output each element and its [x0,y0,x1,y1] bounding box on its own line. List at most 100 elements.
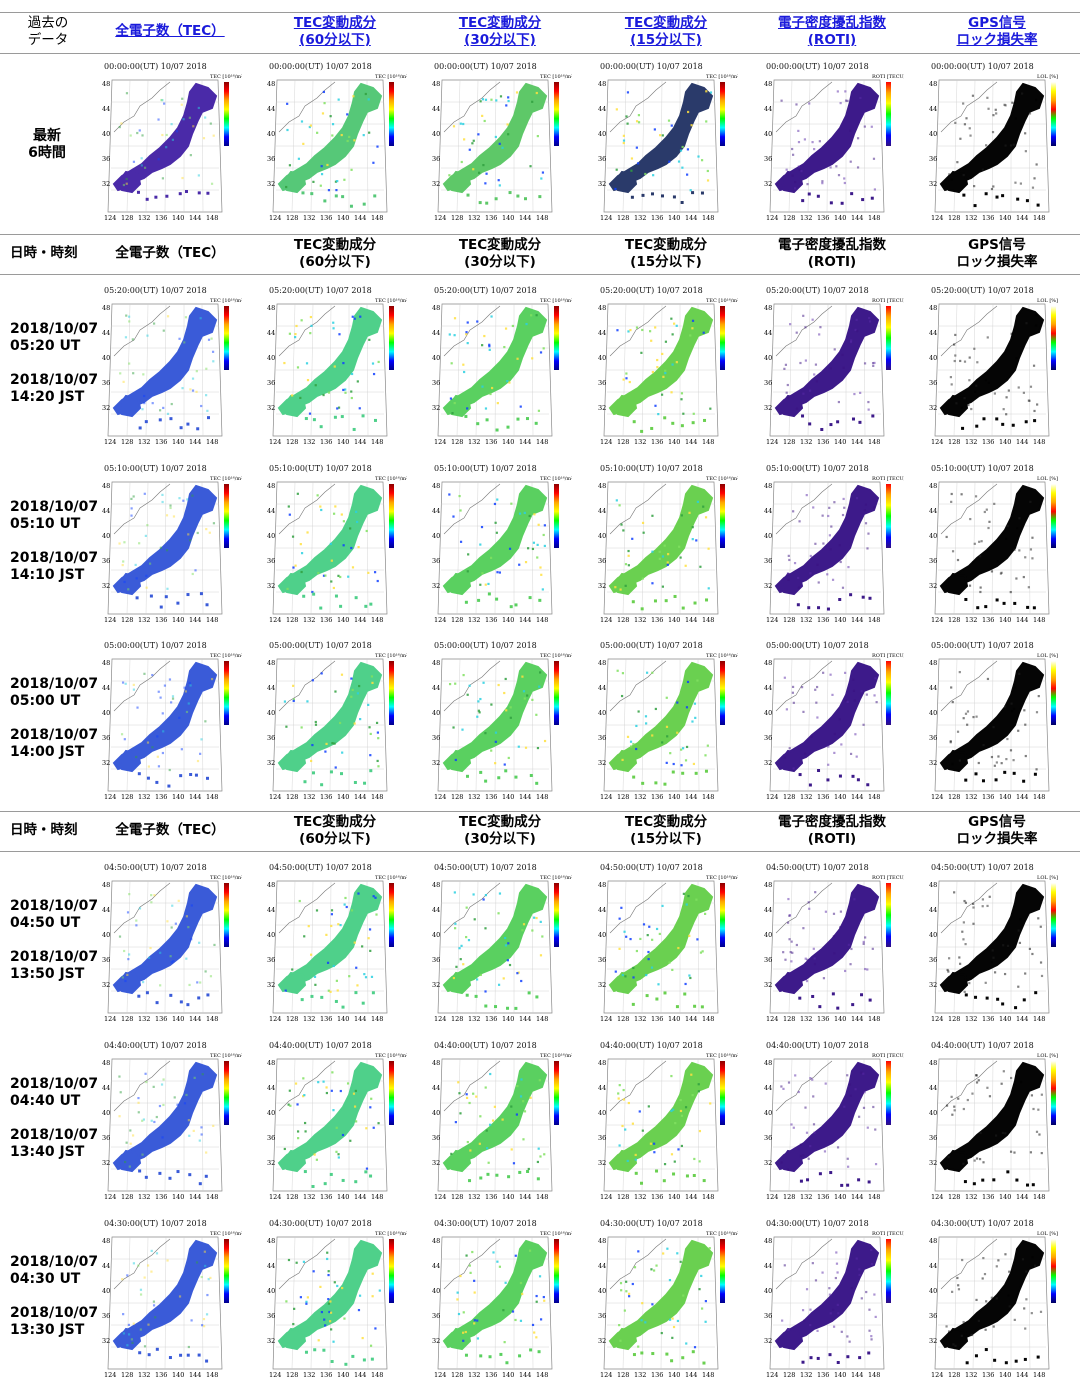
lon-tick-label: 140 [999,1193,1011,1201]
map-panel[interactable]: 05:20:00(UT) 10/07 2018 48 44 40 36 32 124 128 1… [430,286,572,448]
lon-tick-label: 136 [320,616,332,624]
colorbar [224,484,229,548]
map-panel[interactable]: 05:20:00(UT) 10/07 2018 48 44 40 36 32 124 128 1… [100,286,242,448]
map-panel[interactable]: 04:30:00(UT) 10/07 2018 48 44 40 36 32 124 128 1… [927,1219,1069,1381]
lon-tick-label: 128 [451,214,463,222]
map-timestamp: 00:00:00(UT) 10/07 2018 [104,62,207,71]
map-timestamp: 00:00:00(UT) 10/07 2018 [931,62,1034,71]
colorbar-title: TEC [10¹⁶/m²] [706,298,738,304]
lat-tick-label: 36 [764,155,772,163]
map-panel[interactable]: 04:30:00(UT) 10/07 2018 48 44 40 36 32 124 128 1… [430,1219,572,1381]
lon-tick-label: 132 [138,1015,150,1023]
map-panel[interactable]: 05:10:00(UT) 10/07 2018 48 44 40 36 32 124 128 1… [762,464,904,626]
header-link-2[interactable]: TEC変動成分 (30分以下) [458,15,542,48]
colorbar-title: TEC [10¹⁶/m²] [210,1231,242,1237]
colorbar [554,1061,559,1125]
lat-tick-label: 36 [432,956,440,964]
japan-map-svg: 48 44 40 36 32 124 128 132 136 140 144 148 TEC [10¹⁶… [102,298,242,446]
lon-tick-label: 136 [320,1371,332,1379]
latest-row-label: 最新 6時間 [28,128,66,161]
lon-tick-label: 144 [519,616,531,624]
map-panel[interactable]: 05:00:00(UT) 10/07 2018 48 44 40 36 32 124 128 1… [430,641,572,803]
map-panel[interactable]: 05:20:00(UT) 10/07 2018 48 44 40 36 32 124 128 1… [265,286,407,448]
lon-tick-label: 124 [434,1015,446,1023]
map-panel[interactable]: 05:00:00(UT) 10/07 2018 48 44 40 36 32 124 128 1… [596,641,738,803]
map-panel[interactable]: 05:00:00(UT) 10/07 2018 48 44 40 36 32 124 128 1… [265,641,407,803]
map-panel[interactable]: 04:40:00(UT) 10/07 2018 48 44 40 36 32 124 128 1… [100,1041,242,1203]
map-panel[interactable]: 04:50:00(UT) 10/07 2018 48 44 40 36 32 124 128 1… [762,863,904,1025]
map-panel[interactable]: 00:00:00(UT) 10/07 2018 48 44 40 36 32 124 128 1… [100,62,242,224]
lat-tick-label: 44 [929,906,937,914]
lon-tick-label: 136 [982,1193,994,1201]
map-panel[interactable]: 04:40:00(UT) 10/07 2018 48 44 40 36 32 124 128 1… [596,1041,738,1203]
map-panel[interactable]: 00:00:00(UT) 10/07 2018 48 44 40 36 32 124 128 1… [430,62,572,224]
map-panel[interactable]: 00:00:00(UT) 10/07 2018 48 44 40 36 32 124 128 1… [265,62,407,224]
lat-tick-label: 36 [929,1134,937,1142]
lat-tick-label: 36 [432,557,440,565]
lon-tick-label: 132 [634,616,646,624]
japan-map-svg: 48 44 40 36 32 124 128 132 136 140 144 148 ROTI [TEC… [764,1053,904,1201]
lon-tick-label: 136 [817,1193,829,1201]
lon-tick-label: 140 [172,214,184,222]
lat-tick-label: 44 [598,906,606,914]
japan-map-svg: 48 44 40 36 32 124 128 132 136 140 144 148 TEC [10¹⁶… [598,1053,738,1201]
map-panel[interactable]: 05:20:00(UT) 10/07 2018 48 44 40 36 32 124 128 1… [596,286,738,448]
map-panel[interactable]: 05:00:00(UT) 10/07 2018 48 44 40 36 32 124 128 1… [762,641,904,803]
map-panel[interactable]: 05:10:00(UT) 10/07 2018 48 44 40 36 32 124 128 1… [927,464,1069,626]
map-panel[interactable]: 04:50:00(UT) 10/07 2018 48 44 40 36 32 124 128 1… [100,863,242,1025]
map-panel[interactable]: 05:00:00(UT) 10/07 2018 48 44 40 36 32 124 128 1… [927,641,1069,803]
map-panel[interactable]: 05:10:00(UT) 10/07 2018 48 44 40 36 32 124 128 1… [596,464,738,626]
map-panel[interactable]: 04:30:00(UT) 10/07 2018 48 44 40 36 32 124 128 1… [762,1219,904,1381]
lon-tick-label: 128 [617,1193,629,1201]
map-panel[interactable]: 05:00:00(UT) 10/07 2018 48 44 40 36 32 124 128 1… [100,641,242,803]
subheader-col-5: GPS信号 ロック損失率 [956,814,1038,847]
row-datetime-label: 2018/10/07 04:50 UT 2018/10/07 13:50 JST [10,898,99,982]
map-panel[interactable]: 04:50:00(UT) 10/07 2018 48 44 40 36 32 124 128 1… [596,863,738,1025]
lon-tick-label: 148 [1033,1193,1045,1201]
map-panel[interactable]: 05:10:00(UT) 10/07 2018 48 44 40 36 32 124 128 1… [265,464,407,626]
lat-tick-label: 48 [432,80,440,88]
map-panel[interactable]: 04:40:00(UT) 10/07 2018 48 44 40 36 32 124 128 1… [265,1041,407,1203]
map-panel[interactable]: 04:40:00(UT) 10/07 2018 48 44 40 36 32 124 128 1… [762,1041,904,1203]
japan-map-svg: 48 44 40 36 32 124 128 132 136 140 144 148 ROTI [TEC… [764,653,904,801]
map-panel[interactable]: 00:00:00(UT) 10/07 2018 48 44 40 36 32 124 128 1… [927,62,1069,224]
map-panel[interactable]: 04:50:00(UT) 10/07 2018 48 44 40 36 32 124 128 1… [927,863,1069,1025]
lon-tick-label: 132 [800,438,812,446]
header-link-1[interactable]: TEC変動成分 (60分以下) [293,15,377,48]
map-panel[interactable]: 04:40:00(UT) 10/07 2018 48 44 40 36 32 124 128 1… [430,1041,572,1203]
map-panel[interactable]: 00:00:00(UT) 10/07 2018 48 44 40 36 32 124 128 1… [596,62,738,224]
lon-tick-label: 132 [303,1193,315,1201]
lat-tick-label: 32 [432,759,440,767]
header-link-0[interactable]: 全電子数（TEC） [115,23,225,39]
map-panel[interactable]: 05:10:00(UT) 10/07 2018 48 44 40 36 32 124 128 1… [430,464,572,626]
lon-tick-label: 124 [104,1371,116,1379]
map-panel[interactable]: 05:20:00(UT) 10/07 2018 48 44 40 36 32 124 128 1… [762,286,904,448]
lon-tick-label: 148 [536,793,548,801]
map-panel[interactable]: 05:10:00(UT) 10/07 2018 48 44 40 36 32 124 128 1… [100,464,242,626]
map-panel[interactable]: 04:40:00(UT) 10/07 2018 48 44 40 36 32 124 128 1… [927,1041,1069,1203]
japan-map-svg: 48 44 40 36 32 124 128 132 136 140 144 148 TEC [10¹⁶… [267,875,407,1023]
lat-tick-label: 40 [929,709,937,717]
map-panel[interactable]: 04:30:00(UT) 10/07 2018 48 44 40 36 32 124 128 1… [596,1219,738,1381]
lon-tick-label: 128 [617,793,629,801]
lat-tick-label: 36 [929,734,937,742]
lon-tick-label: 136 [817,1015,829,1023]
map-panel[interactable]: 00:00:00(UT) 10/07 2018 48 44 40 36 32 124 128 1… [762,62,904,224]
header-link-4[interactable]: 電子密度擾乱指数 (ROTI) [778,15,886,48]
lon-tick-label: 136 [320,214,332,222]
map-panel[interactable]: 04:30:00(UT) 10/07 2018 48 44 40 36 32 124 128 1… [265,1219,407,1381]
lon-tick-label: 148 [868,438,880,446]
lon-tick-label: 148 [371,438,383,446]
lat-tick-label: 36 [598,557,606,565]
map-panel[interactable]: 04:50:00(UT) 10/07 2018 48 44 40 36 32 124 128 1… [430,863,572,1025]
map-panel[interactable]: 04:30:00(UT) 10/07 2018 48 44 40 36 32 124 128 1… [100,1219,242,1381]
header-link-5[interactable]: GPS信号 ロック損失率 [956,15,1038,48]
header-link-3[interactable]: TEC変動成分 (15分以下) [624,15,708,48]
lat-tick-label: 32 [764,981,772,989]
lat-tick-label: 36 [432,1312,440,1320]
map-timestamp: 05:10:00(UT) 10/07 2018 [766,464,869,473]
lon-tick-label: 148 [868,616,880,624]
map-panel[interactable]: 05:20:00(UT) 10/07 2018 48 44 40 36 32 124 128 1… [927,286,1069,448]
subheader-col-1: TEC変動成分 (60分以下) [293,814,377,847]
map-panel[interactable]: 04:50:00(UT) 10/07 2018 48 44 40 36 32 124 128 1… [265,863,407,1025]
